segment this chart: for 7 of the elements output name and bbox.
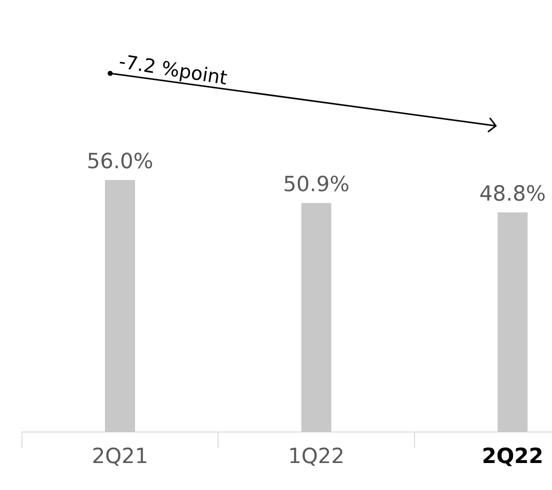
data-label: 56.0% (88, 152, 152, 168)
data-label: 48.8% (480, 185, 545, 201)
data-label: 50.9% (284, 176, 348, 192)
text: -7.2 %point (120, 55, 228, 84)
x-tick-label: 1Q22 (290, 448, 342, 466)
x-tick-label: 2Q21 (93, 448, 146, 466)
x-tick-label: 2Q22 (484, 448, 542, 466)
